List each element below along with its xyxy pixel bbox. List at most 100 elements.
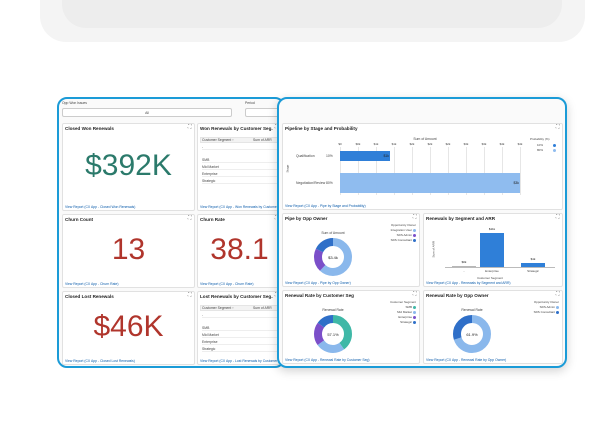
- card: [282, 290, 420, 364]
- bar: [480, 233, 504, 267]
- grid-line: [520, 147, 521, 195]
- legend-dot: [556, 311, 559, 314]
- table-header: Customer Segment ↑: [202, 138, 234, 142]
- table-row: SMB: [202, 158, 279, 163]
- legend-item: Mid Market: [397, 310, 412, 314]
- donut: [314, 238, 352, 276]
- donut-center: $3.4k: [328, 254, 338, 260]
- bar: [452, 266, 476, 267]
- axis-title: Sum of Amount: [413, 137, 437, 141]
- table-row: Enterprise: [202, 172, 279, 177]
- y-axis-title: Sum of ARR: [431, 240, 436, 258]
- table-row: -: [202, 145, 279, 150]
- axis-tick: $2k: [445, 142, 451, 146]
- report-link: View Report (CX App - Closed Won Renewal…: [65, 205, 136, 209]
- legend-title: Customer Segment: [390, 300, 416, 304]
- report-link: View Report (CX App - Won Renewals by Cu…: [200, 205, 279, 209]
- filter-label: Period: [245, 101, 255, 105]
- table-header: Sum of ARR: [253, 138, 272, 142]
- expand-icon: ⛶: [556, 291, 560, 297]
- metric-value: $46K: [93, 310, 164, 343]
- card: [197, 214, 282, 288]
- card-title: Closed Won Renewals: [65, 126, 114, 131]
- table-row: Mid Market: [202, 165, 279, 170]
- row-pct: 10%: [326, 153, 333, 158]
- bar-label: $3k: [513, 180, 519, 185]
- card: [62, 291, 195, 365]
- legend-dot: [413, 234, 416, 237]
- card-title: Pipeline by Stage and Probability: [285, 126, 358, 131]
- legend-item: SMB: [405, 305, 412, 309]
- legend-item: 80%: [537, 148, 544, 152]
- card: [62, 214, 195, 288]
- grid-line: [376, 147, 377, 195]
- card-title: Churn Rate: [200, 217, 225, 222]
- row-pct: 80%: [326, 180, 333, 185]
- legend-item: Enterprise: [398, 315, 412, 319]
- donut-segment: [314, 315, 352, 353]
- metric-value: $392K: [85, 149, 172, 182]
- card-title: Renewal Rate by Customer Seg: [285, 293, 354, 298]
- expand-icon: ⛶: [275, 215, 280, 221]
- axis-tick: $4k: [517, 142, 523, 146]
- y-axis-title: Stage: [285, 164, 290, 173]
- expand-icon: ⛶: [413, 291, 417, 297]
- table-row: SMB: [202, 326, 279, 331]
- x-axis-title: Customer Segment: [477, 276, 503, 280]
- card: [282, 213, 420, 287]
- grid-line: [466, 147, 467, 195]
- table-row: Mid Market: [202, 333, 279, 338]
- axis-tick: $3k: [463, 142, 469, 146]
- top-shape-inner: [62, 0, 562, 28]
- grid-line: [412, 147, 413, 195]
- expand-icon: ⛶: [188, 124, 192, 130]
- donut: [314, 315, 352, 353]
- axis-tick: $0: [338, 142, 342, 146]
- axis-tick: $1k: [391, 142, 397, 146]
- chart-title: Renewal Rate: [461, 308, 483, 312]
- bar-label: $1k: [383, 153, 389, 158]
- expand-icon: ⛶: [188, 215, 192, 221]
- table-row: Enterprise: [202, 340, 279, 345]
- bar: [521, 263, 545, 267]
- card-title: Churn Count: [65, 217, 94, 222]
- expand-icon: ⛶: [188, 292, 192, 298]
- donut-center: 61.9%: [466, 331, 478, 337]
- legend-item: Integration User: [390, 228, 412, 232]
- legend-item: Strategic: [400, 320, 412, 324]
- legend-dot: [413, 311, 416, 314]
- legend-item: SDS Admin: [539, 305, 555, 309]
- grid-line: [340, 147, 341, 195]
- legend-item: SDS Admin: [396, 233, 412, 237]
- bar: [340, 151, 390, 161]
- filter-label: Opp Won Issues: [62, 101, 88, 105]
- metric-value: 38.1: [210, 233, 269, 266]
- legend-dot: [553, 149, 556, 152]
- grid-line: [448, 147, 449, 195]
- bar-label: $11k: [488, 227, 496, 231]
- grid-line: [358, 147, 359, 195]
- chart-title: Sum of Amount: [321, 231, 345, 235]
- donut-center: 57.1%: [327, 331, 339, 337]
- donut-segment: [314, 315, 352, 353]
- card-title: Lost Renewals by Customer Seg...: [200, 294, 273, 299]
- legend-dot: [413, 321, 416, 324]
- row-label: Qualification: [296, 153, 315, 158]
- legend-item: 10%: [537, 143, 544, 147]
- legend-item: SDS Consultant: [390, 238, 412, 242]
- table-row: -: [202, 313, 279, 318]
- report-link: View Report (CX App - Pipe by Stage and …: [285, 204, 366, 208]
- table-row: Strategic: [202, 179, 279, 184]
- legend-title: Opportunity Owner: [533, 300, 559, 304]
- x-tick-label: Strategic: [527, 269, 539, 273]
- legend-dot: [413, 316, 416, 319]
- card-title: Closed Lost Renewals: [65, 294, 114, 299]
- report-link: View Report (CX App - Renewal Rate by Op…: [426, 358, 507, 362]
- card-title: Renewals by Segment and ARR: [426, 216, 496, 221]
- report-link: View Report (CX App - Closed Lost Renewa…: [65, 359, 135, 363]
- report-link: View Report (CX App - Renewal Rate by Cu…: [285, 358, 370, 362]
- expand-icon: ⛶: [413, 214, 417, 220]
- card-title: Won Renewals by Customer Seg...: [200, 126, 273, 131]
- dropdown[interactable]: All: [62, 108, 232, 117]
- card: [423, 290, 563, 364]
